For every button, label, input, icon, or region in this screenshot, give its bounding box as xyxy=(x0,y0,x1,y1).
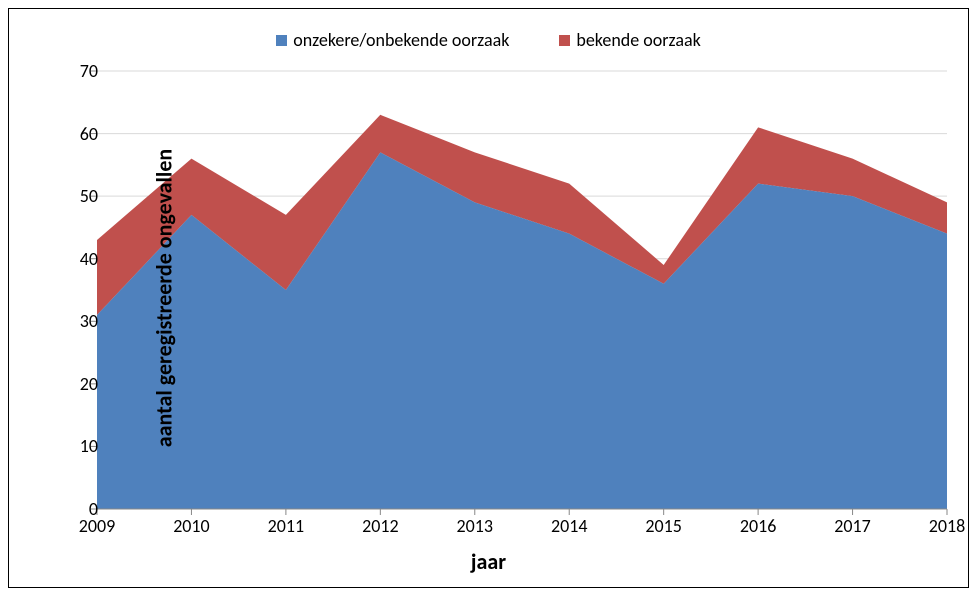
y-tick-label: 70 xyxy=(62,60,98,82)
chart-container: onzekere/onbekende oorzaak bekende oorza… xyxy=(8,8,969,588)
legend-item-onzekere: onzekere/onbekende oorzaak xyxy=(276,29,509,51)
y-tick-label: 50 xyxy=(62,185,98,207)
x-tick-label: 2015 xyxy=(645,515,682,537)
x-tick-label: 2009 xyxy=(79,515,116,537)
x-tick-label: 2017 xyxy=(834,515,871,537)
x-axis-label: jaar xyxy=(9,548,968,575)
legend-swatch-bekende xyxy=(559,35,570,46)
legend-label-bekende: bekende oorzaak xyxy=(576,29,700,51)
x-tick-label: 2013 xyxy=(457,515,494,537)
plot-svg xyxy=(97,71,947,509)
legend-swatch-onzekere xyxy=(276,35,287,46)
x-tick-label: 2012 xyxy=(362,515,399,537)
y-tick-label: 20 xyxy=(62,373,98,395)
x-tick-label: 2016 xyxy=(740,515,777,537)
x-tick-label: 2011 xyxy=(268,515,305,537)
y-tick-label: 60 xyxy=(62,123,98,145)
y-tick-label: 30 xyxy=(62,310,98,332)
y-tick-label: 10 xyxy=(62,435,98,457)
x-tick-label: 2014 xyxy=(551,515,588,537)
y-tick-label: 40 xyxy=(62,248,98,270)
legend: onzekere/onbekende oorzaak bekende oorza… xyxy=(9,29,968,51)
x-tick-label: 2018 xyxy=(929,515,966,537)
y-axis-label: aantal geregistreerde ongevallen xyxy=(151,149,178,447)
legend-label-onzekere: onzekere/onbekende oorzaak xyxy=(293,29,509,51)
plot-area xyxy=(97,71,947,509)
x-tick-label: 2010 xyxy=(173,515,210,537)
legend-item-bekende: bekende oorzaak xyxy=(559,29,700,51)
